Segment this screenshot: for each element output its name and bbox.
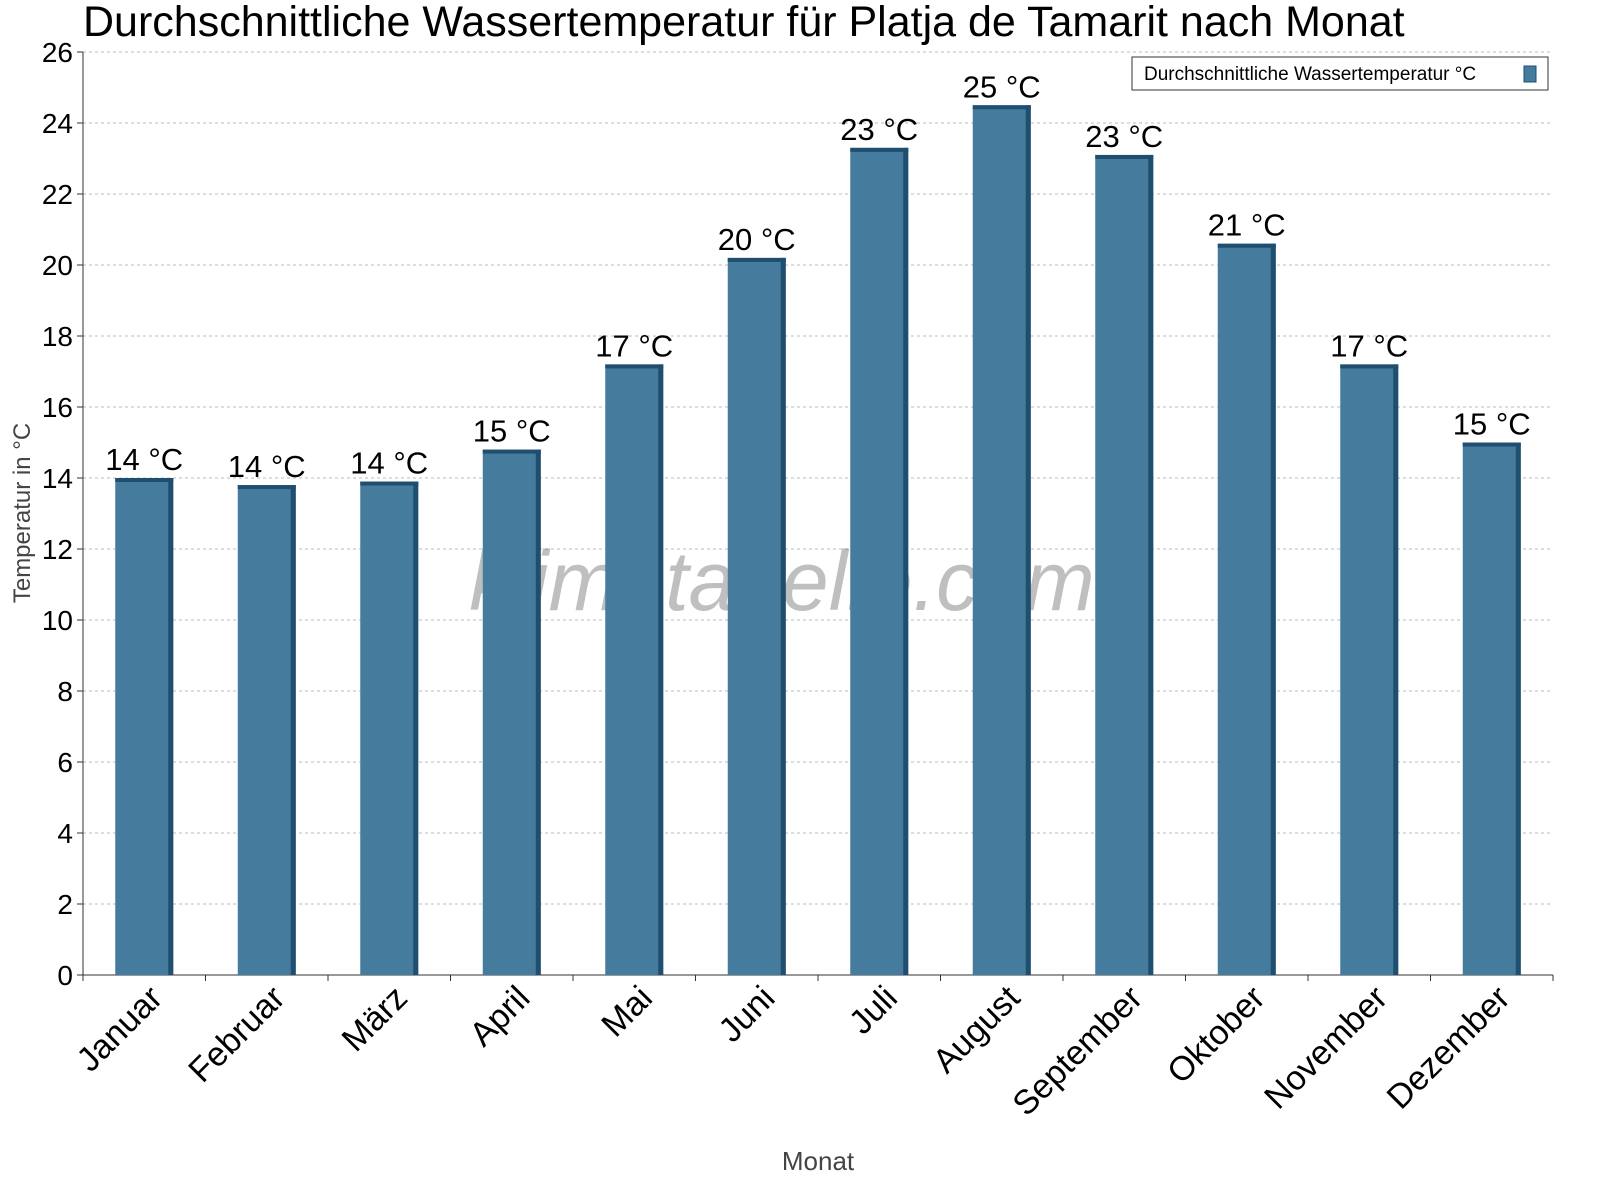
legend-box <box>1131 56 1549 91</box>
bar-top <box>605 364 664 369</box>
data-label: 15 °C <box>1453 407 1531 442</box>
x-tick-label: Oktober <box>1160 979 1272 1091</box>
bar-side <box>1270 243 1276 975</box>
data-label: 21 °C <box>1208 208 1286 243</box>
bar-side <box>413 481 419 975</box>
bar-top <box>1462 442 1521 447</box>
data-label: 23 °C <box>840 112 918 147</box>
bar-side <box>290 485 296 975</box>
y-tick-label: 8 <box>57 676 73 707</box>
y-tick-label: 24 <box>42 108 73 139</box>
bar-top <box>850 147 909 152</box>
bar <box>1340 364 1399 975</box>
x-tick-label: Juli <box>842 979 905 1042</box>
bar-side <box>1515 442 1521 975</box>
bar <box>237 485 296 975</box>
data-label: 15 °C <box>473 414 551 449</box>
y-tick-label: 26 <box>42 37 73 68</box>
bar-top <box>727 257 786 262</box>
chart-title: Durchschnittliche Wassertemperatur für P… <box>83 0 1405 46</box>
bar <box>727 257 786 975</box>
x-tick-label: Mai <box>594 979 660 1045</box>
x-tick-label: Januar <box>70 979 170 1079</box>
bar-top <box>360 481 419 486</box>
data-label: 14 °C <box>105 442 183 477</box>
y-tick-label: 14 <box>42 463 73 494</box>
bar-side <box>903 147 909 976</box>
y-axis-label: Temperatur in °C <box>9 423 36 603</box>
x-tick-label: Februar <box>181 979 292 1090</box>
x-tick-label: Juni <box>711 979 782 1050</box>
bar <box>1217 243 1276 975</box>
bar <box>605 364 664 975</box>
bar-side <box>780 257 786 975</box>
bar <box>1095 154 1154 975</box>
bar-side <box>1148 154 1154 975</box>
bar-top <box>115 478 174 482</box>
bar <box>360 481 419 975</box>
bar-top <box>1095 154 1154 159</box>
x-tick-label: Dezember <box>1380 979 1518 1117</box>
y-tick-label: 0 <box>57 960 73 991</box>
x-tick-label: August <box>926 978 1028 1080</box>
legend-label: Durchschnittliche Wassertemperatur °C <box>1144 64 1476 85</box>
x-tick-label: März <box>335 979 415 1059</box>
bar-top <box>482 449 541 454</box>
bar-top <box>972 105 1031 110</box>
data-label: 17 °C <box>1330 328 1408 363</box>
x-tick-label: April <box>462 979 537 1054</box>
bar <box>482 449 541 976</box>
bar-top <box>1340 364 1399 369</box>
legend-swatch <box>1523 65 1537 83</box>
data-label: 23 °C <box>1085 119 1163 154</box>
data-label: 17 °C <box>595 328 673 363</box>
bar-side <box>658 364 664 975</box>
x-tick-label: September <box>1005 979 1149 1123</box>
y-tick-label: 4 <box>57 818 73 849</box>
bar-side <box>1393 364 1399 975</box>
data-label: 14 °C <box>228 449 306 484</box>
bar <box>115 478 174 975</box>
bar-side <box>1025 105 1031 975</box>
bar-top <box>237 485 296 490</box>
bar-side <box>535 449 541 976</box>
y-tick-label: 12 <box>42 534 73 565</box>
y-tick-label: 16 <box>42 392 73 423</box>
bar <box>972 105 1031 975</box>
y-tick-label: 18 <box>42 321 73 352</box>
y-tick-label: 10 <box>42 605 73 636</box>
y-tick-label: 20 <box>42 250 73 281</box>
data-label: 20 °C <box>718 222 796 257</box>
x-axis-label: Monat <box>782 1146 855 1176</box>
data-label: 14 °C <box>350 446 428 481</box>
x-tick-label: November <box>1257 979 1395 1117</box>
y-tick-label: 2 <box>57 889 73 920</box>
data-label: 25 °C <box>963 69 1041 104</box>
bar-side <box>168 478 174 975</box>
bar <box>1462 442 1521 975</box>
y-tick-label: 22 <box>42 179 73 210</box>
y-tick-label: 6 <box>57 747 73 778</box>
bar-top <box>1217 243 1276 248</box>
bar <box>850 147 909 976</box>
